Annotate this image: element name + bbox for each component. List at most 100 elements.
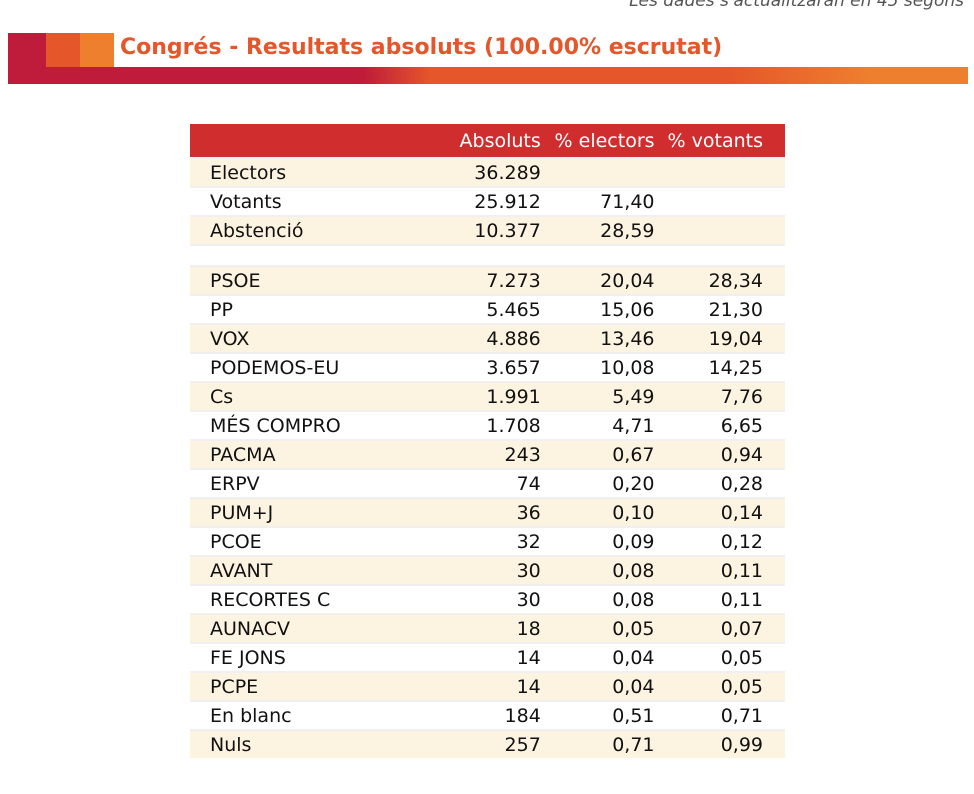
pct-votants-value: 0,99 [654, 729, 785, 758]
row-label: FE JONS [190, 642, 354, 672]
row-label: Electors [190, 157, 354, 187]
pct-votants-value: 0,05 [654, 671, 785, 701]
page-title: Congrés - Resultats absoluts (100.00% es… [120, 35, 723, 60]
pct-electors-value: 0,10 [540, 497, 655, 527]
pct-votants-value: 7,76 [654, 381, 785, 411]
pct-electors-value: 0,04 [540, 642, 655, 672]
pct-votants-value: 0,07 [654, 613, 785, 643]
absoluts-value: 30 [353, 584, 541, 614]
pct-votants-value: 0,11 [654, 584, 785, 614]
pct-electors-value: 0,67 [540, 439, 655, 469]
row-label: RECORTES C [190, 584, 354, 614]
table-header: Absoluts % electors % votants [190, 124, 785, 158]
banner-square-orange [46, 33, 80, 67]
pct-votants-value: 14,25 [654, 352, 785, 382]
row-label: Votants [190, 186, 354, 216]
pct-votants-value: 21,30 [654, 294, 785, 324]
absoluts-value: 1.991 [353, 381, 541, 411]
pct-electors-value: 28,59 [540, 215, 655, 245]
pct-electors-value [540, 157, 655, 187]
results-table: Absoluts % electors % votants Electors 36… [190, 124, 785, 758]
pct-electors-value: 0,20 [540, 468, 655, 498]
absoluts-value: 14 [353, 642, 541, 672]
row-label: PP [190, 294, 354, 324]
absoluts-value: 3.657 [353, 352, 541, 382]
table-row: Abstenció 10.377 28,59 [190, 215, 785, 245]
table-row: PP 5.465 15,06 21,30 [190, 294, 785, 324]
absoluts-value: 1.708 [353, 410, 541, 440]
pct-electors-value: 5,49 [540, 381, 655, 411]
absoluts-value: 25.912 [353, 186, 541, 216]
row-label: Abstenció [190, 215, 354, 245]
pct-electors-value: 0,51 [540, 700, 655, 730]
table-row: FE JONS 14 0,04 0,05 [190, 642, 785, 672]
table-row: VOX 4.886 13,46 19,04 [190, 323, 785, 353]
table-row: PACMA 243 0,67 0,94 [190, 439, 785, 469]
row-label: PACMA [190, 439, 354, 469]
title-banner [8, 33, 968, 84]
pct-votants-value: 28,34 [654, 265, 785, 295]
pct-electors-value: 20,04 [540, 265, 655, 295]
pct-votants-value: 0,11 [654, 555, 785, 585]
table-row: Electors 36.289 [190, 157, 785, 187]
row-label: PCOE [190, 526, 354, 556]
table-row: En blanc 184 0,51 0,71 [190, 700, 785, 730]
absoluts-value: 14 [353, 671, 541, 701]
absoluts-value: 18 [353, 613, 541, 643]
table-row: PCOE 32 0,09 0,12 [190, 526, 785, 556]
banner-square-light-orange [80, 33, 114, 67]
absoluts-value: 10.377 [353, 215, 541, 245]
pct-votants-value: 0,28 [654, 468, 785, 498]
absoluts-value: 74 [353, 468, 541, 498]
table-row: Nuls 257 0,71 0,99 [190, 729, 785, 758]
pct-electors-value: 4,71 [540, 410, 655, 440]
pct-votants-value: 0,71 [654, 700, 785, 730]
row-label: Nuls [190, 729, 354, 758]
row-label: AVANT [190, 555, 354, 585]
pct-electors-value: 0,08 [540, 584, 655, 614]
spacer-row [190, 244, 785, 266]
absoluts-value: 243 [353, 439, 541, 469]
table-row: Votants 25.912 71,40 [190, 186, 785, 216]
absoluts-value: 4.886 [353, 323, 541, 353]
pct-votants-value [654, 215, 785, 245]
absoluts-value: 5.465 [353, 294, 541, 324]
pct-electors-value: 0,08 [540, 555, 655, 585]
absoluts-value: 32 [353, 526, 541, 556]
absoluts-value: 7.273 [353, 265, 541, 295]
table-row: PUM+J 36 0,10 0,14 [190, 497, 785, 527]
pct-electors-value: 0,05 [540, 613, 655, 643]
pct-votants-value [654, 157, 785, 187]
absoluts-value: 257 [353, 729, 541, 758]
row-label: MÉS COMPRO [190, 410, 354, 440]
table-row: AVANT 30 0,08 0,11 [190, 555, 785, 585]
table-row: RECORTES C 30 0,08 0,11 [190, 584, 785, 614]
header-blank [190, 124, 354, 158]
pct-votants-value [654, 186, 785, 216]
table-row: PSOE 7.273 20,04 28,34 [190, 265, 785, 295]
table-row: PODEMOS-EU 3.657 10,08 14,25 [190, 352, 785, 382]
pct-votants-value: 0,94 [654, 439, 785, 469]
absoluts-value: 36 [353, 497, 541, 527]
row-label: AUNACV [190, 613, 354, 643]
pct-votants-value: 6,65 [654, 410, 785, 440]
table-row: AUNACV 18 0,05 0,07 [190, 613, 785, 643]
pct-electors-value: 71,40 [540, 186, 655, 216]
pct-electors-value: 15,06 [540, 294, 655, 324]
pct-votants-value: 0,12 [654, 526, 785, 556]
absoluts-value: 36.289 [353, 157, 541, 187]
pct-electors-value: 0,71 [540, 729, 655, 758]
pct-votants-value: 0,05 [654, 642, 785, 672]
pct-electors-value: 0,09 [540, 526, 655, 556]
pct-electors-value: 10,08 [540, 352, 655, 382]
row-label: Cs [190, 381, 354, 411]
row-label: PCPE [190, 671, 354, 701]
absoluts-value: 184 [353, 700, 541, 730]
row-label: PSOE [190, 265, 354, 295]
table-row: MÉS COMPRO 1.708 4,71 6,65 [190, 410, 785, 440]
row-label: PODEMOS-EU [190, 352, 354, 382]
header-absoluts: Absoluts [353, 124, 541, 158]
pct-electors-value: 13,46 [540, 323, 655, 353]
refresh-notice: Les dades s'actualitzaran en 45 segons [629, 0, 964, 11]
row-label: ERPV [190, 468, 354, 498]
